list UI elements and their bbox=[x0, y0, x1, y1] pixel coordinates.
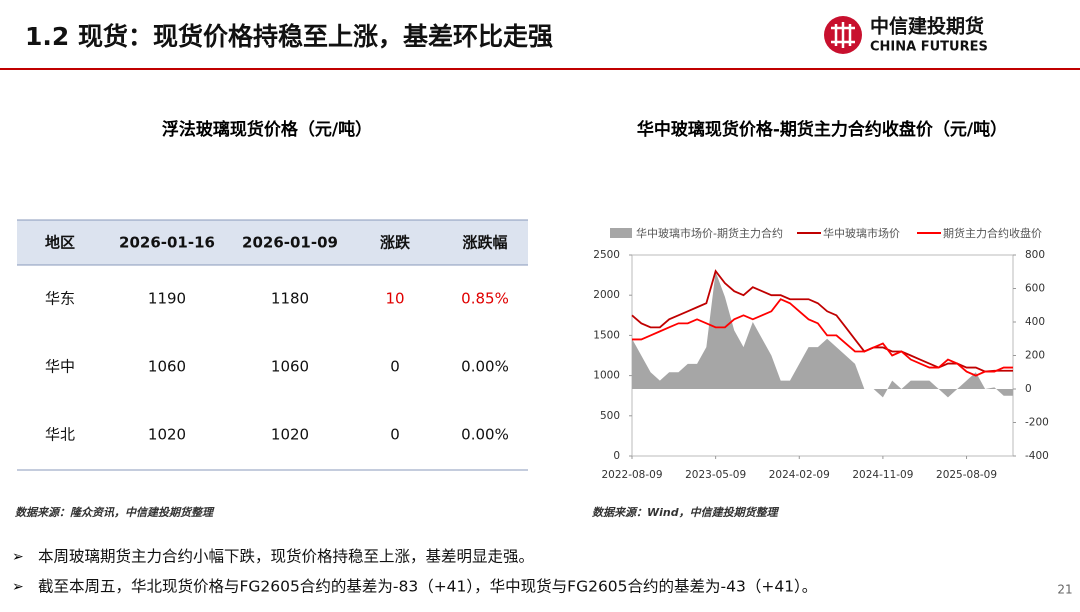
x-tick-label: 2022-08-09 bbox=[601, 469, 662, 481]
y-tick-label: 1000 bbox=[593, 370, 620, 382]
bullet: 截至本周五，华北现货价格与FG2605合约的基差为-83（+41），华中现货与F… bbox=[38, 578, 817, 596]
legend-label: 华中玻璃市场价-期货主力合约 bbox=[636, 226, 783, 240]
table-cell: 华中 bbox=[45, 358, 75, 376]
table-cell: 0.85% bbox=[461, 290, 509, 308]
chart-source: 数据来源：Wind，中信建投期货整理 bbox=[592, 506, 780, 519]
table-cell: 0.00% bbox=[461, 426, 509, 444]
table-cell: 1060 bbox=[148, 358, 186, 376]
page-number: 21 bbox=[1057, 583, 1072, 597]
y-tick-label: 2000 bbox=[593, 289, 620, 301]
y-tick-label: 1500 bbox=[593, 329, 620, 341]
table-cell: 0 bbox=[390, 358, 400, 376]
area bbox=[632, 271, 1013, 398]
table-cell: 1180 bbox=[271, 290, 309, 308]
y2-tick-label: -400 bbox=[1025, 450, 1049, 462]
y2-tick-label: 200 bbox=[1025, 350, 1045, 362]
y-tick-label: 2500 bbox=[593, 249, 620, 261]
table-header-cell: 2026-01-16 bbox=[119, 234, 215, 252]
table-header-cell: 地区 bbox=[45, 234, 75, 252]
table-cell: 1190 bbox=[148, 290, 186, 308]
y-tick-label: 0 bbox=[613, 450, 620, 462]
table-cell: 1020 bbox=[271, 426, 309, 444]
legend-swatch bbox=[610, 228, 632, 238]
x-tick-label: 2024-11-09 bbox=[852, 469, 913, 481]
table-cell: 1020 bbox=[148, 426, 186, 444]
table-header-bg bbox=[17, 220, 528, 265]
table-cell: 1060 bbox=[271, 358, 309, 376]
logo: 中信建投期货 CHINA FUTURES bbox=[824, 15, 988, 55]
table-source: 数据来源：隆众资讯，中信建投期货整理 bbox=[15, 506, 215, 519]
y2-tick-label: 600 bbox=[1025, 283, 1045, 295]
x-tick-label: 2025-08-09 bbox=[936, 469, 997, 481]
y2-tick-label: 400 bbox=[1025, 316, 1045, 328]
table-header-cell: 涨跌 bbox=[380, 234, 411, 252]
logo-cn: 中信建投期货 bbox=[870, 15, 984, 38]
table-cell: 华东 bbox=[45, 290, 75, 308]
table-cell: 华北 bbox=[45, 426, 75, 444]
table-header-cell: 2026-01-09 bbox=[242, 234, 338, 252]
line bbox=[632, 298, 1013, 377]
y2-tick-label: 0 bbox=[1025, 383, 1032, 395]
y2-tick-label: -200 bbox=[1025, 417, 1049, 429]
x-tick-label: 2024-02-09 bbox=[769, 469, 830, 481]
table-cell: 0 bbox=[390, 426, 400, 444]
logo-en: CHINA FUTURES bbox=[870, 40, 988, 55]
table-title: 浮法玻璃现货价格（元/吨） bbox=[162, 119, 372, 140]
bullet-marker: ➢ bbox=[12, 579, 24, 595]
chart-title: 华中玻璃现货价格-期货主力合约收盘价（元/吨） bbox=[637, 119, 1007, 140]
bullet-marker: ➢ bbox=[12, 549, 24, 565]
y-tick-label: 500 bbox=[600, 410, 620, 422]
table-header-cell: 涨跌幅 bbox=[462, 234, 507, 252]
legend-label: 华中玻璃市场价 bbox=[823, 226, 900, 240]
table-cell: 0.00% bbox=[461, 358, 509, 376]
slide-title: 1.2 现货：现货价格持稳至上涨，基差环比走强 bbox=[25, 22, 553, 51]
line bbox=[631, 269, 1013, 373]
chart: 0 500 1000 1500 2000 2500 -400 -200 0 200 400 600 80… bbox=[593, 226, 1049, 481]
table-cell: 10 bbox=[385, 290, 404, 308]
y2-tick-label: 800 bbox=[1025, 249, 1045, 261]
legend-label: 期货主力合约收盘价 bbox=[943, 226, 1042, 240]
x-tick-label: 2023-05-09 bbox=[685, 469, 746, 481]
bullet: 本周玻璃期货主力合约小幅下跌，现货价格持稳至上涨，基差明显走强。 bbox=[38, 548, 534, 566]
